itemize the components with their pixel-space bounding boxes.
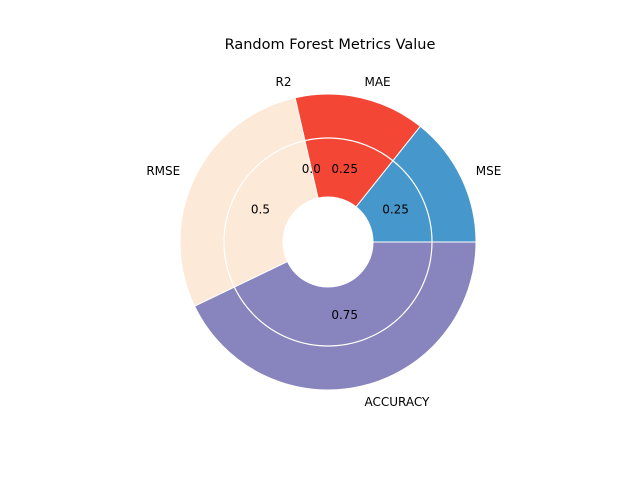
slices-group bbox=[179, 93, 477, 391]
chart-title: Random Forest Metrics Value bbox=[225, 37, 436, 53]
slice-label-mae: MAE bbox=[364, 75, 390, 89]
value-label-accuracy: 0.75 bbox=[331, 308, 358, 322]
slice-label-accuracy: ACCURACY bbox=[364, 395, 430, 409]
slice-label-rmse: RMSE bbox=[146, 164, 180, 178]
slice-rmse bbox=[179, 97, 319, 307]
value-label-mae: 0.25 bbox=[331, 162, 358, 176]
labels-group: MSE 0.25 MAE 0.25 R2 0.0 RMSE 0.5 ACCURACY 0.75 bbox=[146, 75, 501, 409]
value-label-mse: 0.25 bbox=[382, 202, 409, 216]
donut-hole bbox=[283, 197, 373, 287]
ring-borders-group bbox=[223, 137, 433, 347]
value-label-r2: 0.0 bbox=[302, 162, 321, 176]
value-label-rmse: 0.5 bbox=[251, 202, 270, 216]
slice-label-mse: MSE bbox=[476, 164, 502, 178]
inner-ring-border bbox=[223, 137, 433, 347]
slice-label-r2: R2 bbox=[276, 75, 292, 89]
